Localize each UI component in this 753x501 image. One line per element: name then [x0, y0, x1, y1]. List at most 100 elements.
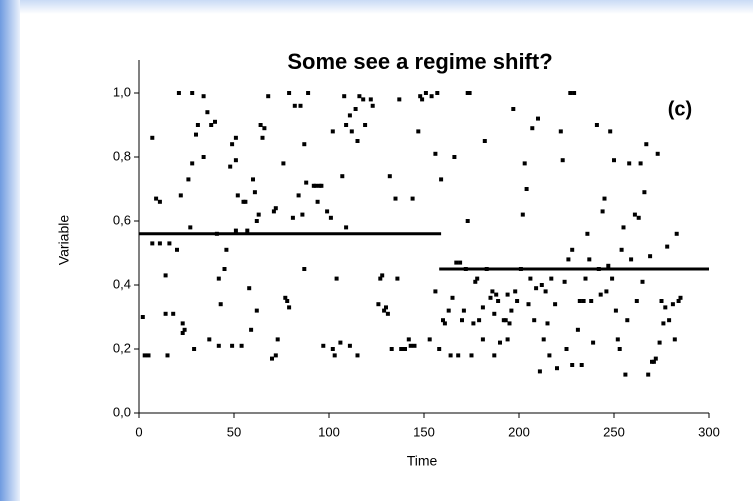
- point: [292, 103, 297, 108]
- point: [461, 308, 466, 313]
- point: [562, 279, 567, 284]
- point: [566, 257, 571, 262]
- x-tick-label: 200: [508, 424, 530, 439]
- point: [328, 215, 333, 220]
- point: [511, 107, 516, 111]
- point: [270, 356, 274, 361]
- point: [423, 91, 428, 95]
- point: [526, 302, 531, 307]
- point: [254, 308, 259, 313]
- point: [230, 343, 235, 348]
- point: [344, 123, 349, 127]
- point: [216, 276, 221, 281]
- point: [441, 318, 445, 323]
- point: [672, 337, 677, 342]
- point: [433, 289, 438, 294]
- point: [480, 305, 485, 310]
- point: [545, 321, 550, 326]
- point: [163, 311, 168, 316]
- point: [218, 302, 223, 307]
- point: [674, 231, 679, 236]
- point: [505, 337, 510, 342]
- point: [201, 155, 206, 159]
- point: [477, 318, 482, 323]
- point: [230, 142, 235, 147]
- point: [395, 276, 400, 281]
- y-axis-label: Variable: [56, 215, 72, 266]
- point: [281, 161, 286, 166]
- point: [192, 347, 197, 351]
- point: [150, 135, 155, 140]
- point: [163, 273, 168, 278]
- point: [657, 340, 662, 345]
- point: [621, 225, 626, 230]
- point: [313, 183, 318, 188]
- point: [651, 359, 656, 364]
- point: [260, 135, 265, 140]
- point: [617, 347, 622, 351]
- point: [460, 318, 464, 323]
- left-band: [0, 0, 20, 501]
- point: [213, 119, 217, 124]
- point: [363, 123, 368, 127]
- point: [239, 343, 244, 348]
- point: [642, 190, 647, 195]
- point: [475, 276, 480, 281]
- point: [418, 94, 423, 99]
- point: [273, 353, 278, 358]
- point: [659, 299, 664, 303]
- point: [482, 139, 487, 143]
- point: [287, 305, 292, 310]
- point: [338, 340, 343, 345]
- point: [283, 295, 288, 300]
- point: [663, 305, 668, 310]
- point: [604, 289, 609, 294]
- point: [433, 151, 438, 156]
- point: [330, 347, 335, 351]
- point: [258, 123, 263, 127]
- point: [585, 231, 590, 236]
- point: [520, 212, 525, 217]
- x-axis-label: Time: [407, 453, 438, 469]
- point: [165, 353, 170, 358]
- point: [490, 289, 495, 294]
- point: [340, 174, 345, 179]
- point: [570, 363, 575, 367]
- x-tick-label: 150: [413, 424, 435, 439]
- point: [543, 289, 548, 294]
- point: [254, 219, 259, 223]
- point: [610, 276, 615, 281]
- point: [190, 161, 195, 166]
- point: [188, 225, 193, 230]
- point: [469, 353, 474, 358]
- point: [256, 212, 261, 217]
- point: [140, 315, 145, 319]
- point: [296, 193, 301, 198]
- point: [598, 292, 603, 297]
- point: [290, 215, 295, 220]
- point: [315, 199, 320, 204]
- point: [442, 321, 447, 326]
- point: [167, 241, 172, 246]
- y-tick-label: 0,6: [113, 212, 131, 227]
- point: [575, 327, 580, 332]
- y-tick-label: 0,4: [113, 276, 131, 291]
- point: [572, 91, 577, 95]
- point: [583, 276, 588, 281]
- point: [387, 174, 392, 179]
- point: [397, 97, 402, 102]
- point: [370, 103, 375, 108]
- point: [376, 302, 381, 307]
- point: [528, 276, 533, 281]
- point: [558, 129, 563, 134]
- point: [224, 247, 229, 252]
- point: [467, 91, 472, 95]
- point: [496, 299, 501, 303]
- point: [302, 142, 307, 147]
- point: [416, 129, 421, 134]
- point: [190, 91, 195, 95]
- point: [271, 209, 276, 214]
- point: [448, 353, 453, 358]
- point: [549, 276, 554, 281]
